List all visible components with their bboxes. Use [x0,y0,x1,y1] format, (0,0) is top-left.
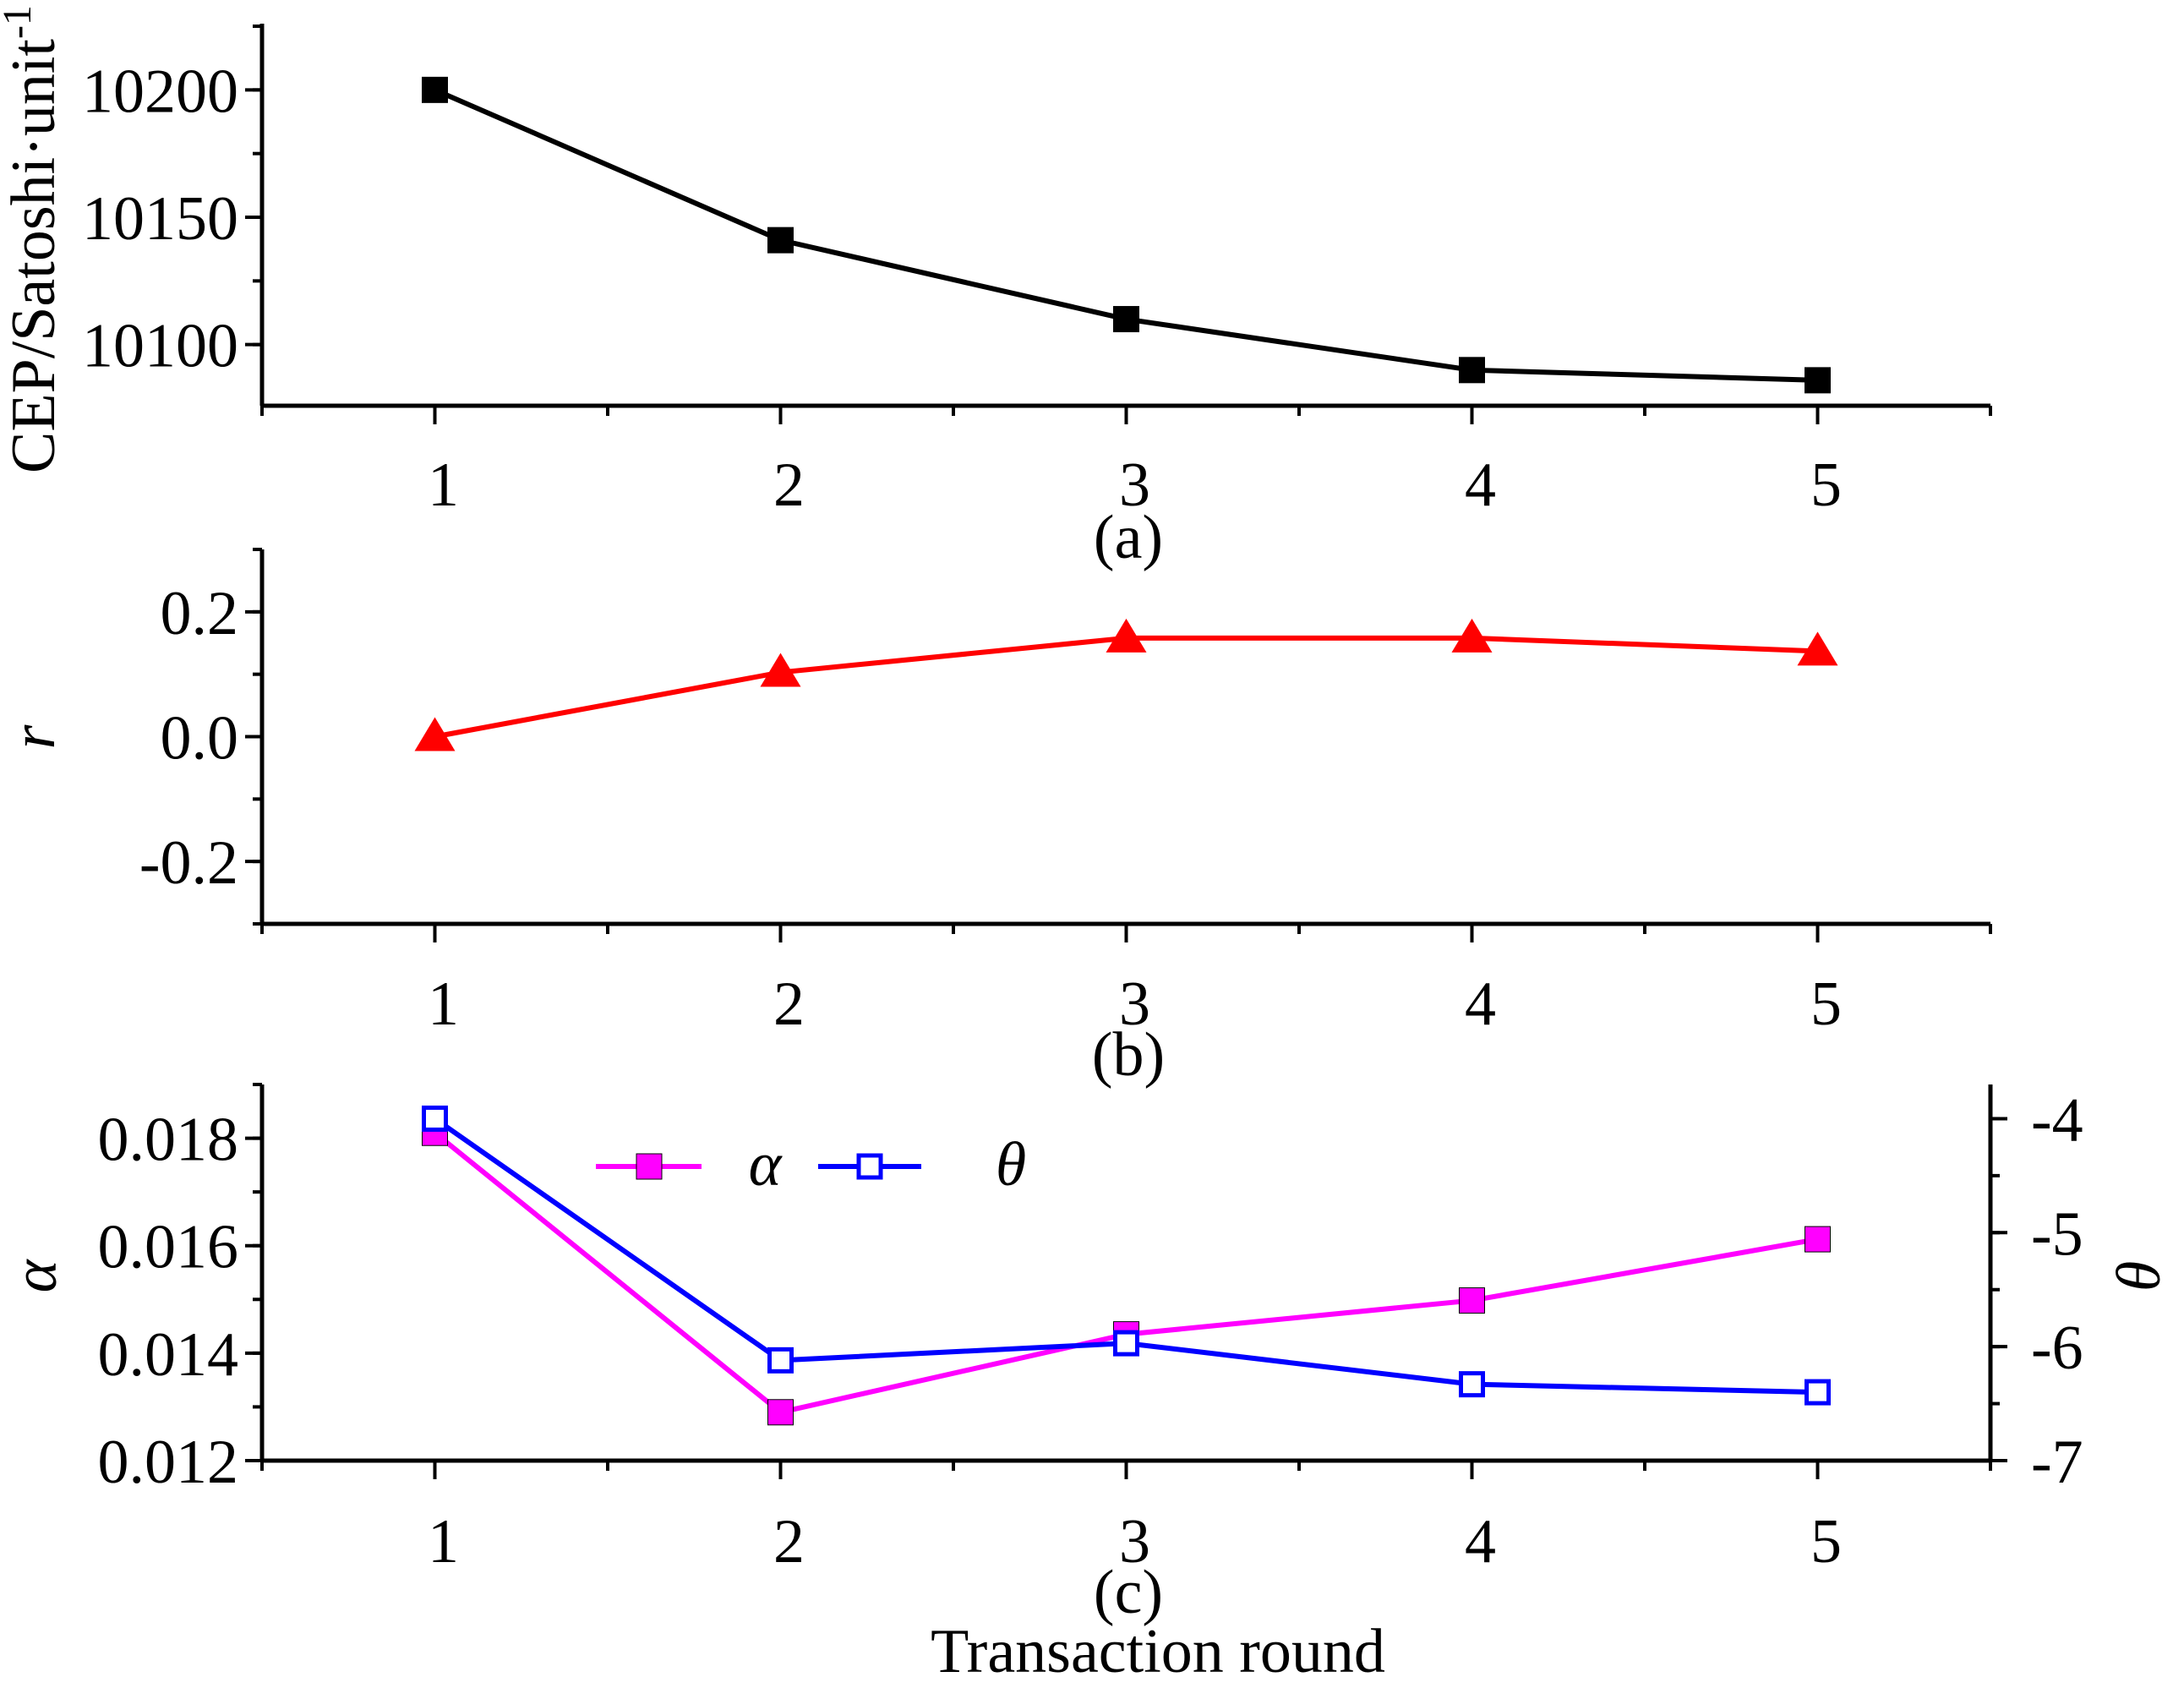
x-tick-label: 5 [1810,451,1842,520]
series-line-1 [434,87,1818,383]
x-tick-label: 1 [428,451,459,520]
x-tick-label: 1 [428,970,459,1039]
x-tick-label: 3 [1119,451,1150,520]
x-tick-label: 1 [428,1507,459,1576]
data-point [1451,618,1493,653]
legend-marker-alpha [636,1153,663,1180]
panel-tag: (b) [1092,1020,1165,1090]
data-point [767,1347,794,1374]
y-tick-label: 10150 [82,184,238,254]
data-point [414,717,456,751]
y-right-tick-label: -6 [2031,1314,2083,1383]
data-point [1459,357,1485,384]
legend-marker-theta [856,1153,883,1180]
x-tick-label: 5 [1810,1507,1842,1576]
chart-panel-2: 1 2 3 4 5 -0.2 0.0 0.2 (b) r [0,548,1992,1090]
legend-label-alpha: α [749,1130,784,1199]
data-point [1113,306,1139,333]
data-point [1805,367,1831,394]
x-tick-label: 2 [773,451,805,520]
x-tick-label: 4 [1465,451,1496,520]
y-tick-label: 10100 [82,312,238,381]
x-tick-label: 4 [1465,1507,1496,1576]
data-point [1106,618,1147,653]
y-tick-label: -0.2 [139,828,238,898]
y-tick-label: 0.2 [161,579,239,648]
x-tick-label: 3 [1119,1507,1150,1576]
x-axis-label: Transaction round [931,1617,1385,1686]
chart-panel-1: 1 2 3 4 5 10100 10150 10200 (a) CEP/Satoshi·unit-… [0,5,1992,572]
data-point [1459,1287,1485,1314]
data-point [1113,1330,1139,1357]
x-tick-label: 5 [1810,970,1842,1039]
data-point [760,653,801,687]
y-tick-label: 0.016 [98,1213,239,1282]
y-axis-label: r [0,724,68,749]
panel-tag: (c) [1094,1558,1163,1627]
x-tick-label: 2 [773,1507,805,1576]
data-point [422,1105,448,1132]
x-tick-label: 2 [773,970,805,1039]
legend-label-theta: θ [996,1130,1026,1199]
y-right-tick-label: -5 [2031,1199,2083,1269]
x-tick-label: 4 [1465,970,1496,1039]
y-right-tick-label: -4 [2031,1085,2083,1155]
data-point [767,227,794,254]
x-tick-label: 3 [1119,970,1150,1039]
y-tick-label: 0.014 [98,1320,239,1390]
series-line-1 [434,635,1818,740]
panel-tag: (a) [1094,503,1163,572]
y-right-tick-label: -7 [2031,1428,2083,1497]
data-point [422,76,448,103]
data-point [1459,1371,1485,1398]
y-axis-label: CEP/Satoshi·unit-1 [0,5,68,473]
data-point [1797,631,1838,666]
data-point [1805,1379,1831,1406]
y-axis-label: α [1,1258,70,1292]
y-tick-label: 0.018 [98,1106,239,1175]
y-axis-label-right: θ [2105,1261,2174,1292]
y-tick-label: 0.0 [161,704,239,773]
y-tick-label: 10200 [82,57,238,126]
data-point [767,1399,794,1426]
data-point [1805,1226,1831,1253]
y-tick-label: 0.012 [98,1428,239,1497]
